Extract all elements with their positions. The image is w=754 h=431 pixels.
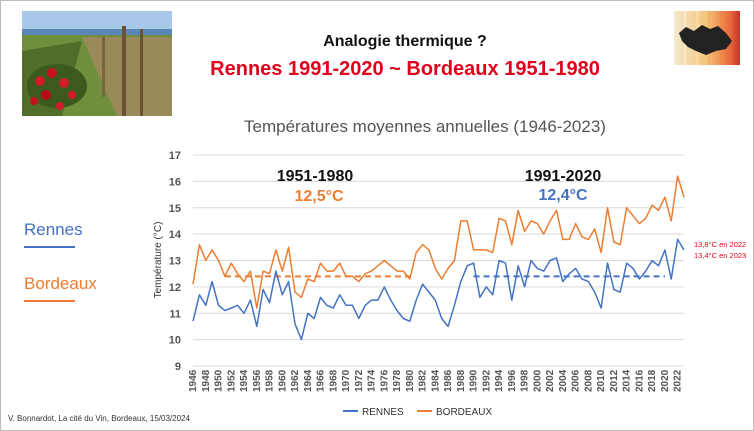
slide-title: Analogie thermique ? xyxy=(323,33,487,50)
chart-title: Températures moyennes annuelles (1946-20… xyxy=(244,117,606,136)
y-tick-label: 9 xyxy=(175,361,181,373)
x-tick-label: 1966 xyxy=(316,369,327,392)
x-tick-label: 2014 xyxy=(622,369,633,392)
y-tick-label: 11 xyxy=(169,308,181,320)
x-tick-label: 1986 xyxy=(443,369,454,392)
x-axis-ticks: 1946 1948 1950 1952 1954 1956 1958 1960 1962 1964… xyxy=(188,369,684,392)
series-line-bordeaux xyxy=(192,175,685,309)
x-tick-label: 2016 xyxy=(634,369,645,392)
x-tick-label: 2010 xyxy=(596,369,607,392)
period-1-value: 12,5°C xyxy=(294,188,344,205)
x-tick-label: 2008 xyxy=(583,369,594,392)
side-legend-rennes: Rennes xyxy=(24,220,83,239)
x-tick-label: 1994 xyxy=(494,369,505,392)
x-tick-label: 1972 xyxy=(354,369,365,392)
x-tick-label: 1952 xyxy=(226,369,237,392)
x-tick-label: 1998 xyxy=(520,369,531,392)
y-axis-ticks: 9 10 11 12 13 14 15 16 17 xyxy=(169,150,182,373)
y-tick-label: 13 xyxy=(169,256,181,268)
x-tick-label: 2000 xyxy=(532,369,543,392)
x-tick-label: 1996 xyxy=(507,369,518,392)
x-tick-label: 1980 xyxy=(405,369,416,392)
x-tick-label: 2018 xyxy=(647,369,658,392)
x-tick-label: 1990 xyxy=(469,369,480,392)
x-tick-label: 1968 xyxy=(328,369,339,392)
x-tick-label: 1978 xyxy=(392,369,403,392)
x-tick-label: 1954 xyxy=(239,369,250,392)
x-tick-label: 1950 xyxy=(214,369,225,392)
annotation-2023: 13,4°C en 2023 xyxy=(694,251,747,260)
x-tick-label: 1984 xyxy=(430,369,441,392)
y-tick-label: 12 xyxy=(169,282,181,294)
x-tick-label: 1992 xyxy=(481,369,492,392)
x-tick-label: 2002 xyxy=(545,369,556,392)
x-tick-label: 1964 xyxy=(303,369,314,392)
vineyard-photo xyxy=(22,11,172,116)
legend-bordeaux-label: BORDEAUX xyxy=(436,407,492,418)
x-tick-label: 1958 xyxy=(265,369,276,392)
x-tick-label: 1976 xyxy=(379,369,390,392)
side-legend-bordeaux-line xyxy=(24,300,75,302)
y-tick-label: 15 xyxy=(169,203,181,215)
period-2-label: 1991-2020 xyxy=(525,168,602,185)
x-tick-label: 1974 xyxy=(367,369,378,392)
legend-rennes-label: RENNES xyxy=(362,407,404,418)
y-tick-label: 17 xyxy=(169,150,181,162)
slide-subtitle: Rennes 1991-2020 ~ Bordeaux 1951-1980 xyxy=(210,58,600,80)
side-legend-rennes-line xyxy=(24,246,75,248)
x-tick-label: 2006 xyxy=(571,369,582,392)
y-tick-label: 16 xyxy=(169,176,181,188)
chart-legend: RENNES BORDEAUX xyxy=(343,407,492,418)
credit-text: V. Bonnardot, La cité du Vin, Bordeaux, … xyxy=(8,414,190,423)
x-tick-label: 1960 xyxy=(277,369,288,392)
chart-grid xyxy=(193,154,684,367)
period-1-label: 1951-1980 xyxy=(277,168,354,185)
x-tick-label: 1948 xyxy=(201,369,212,392)
x-tick-label: 1956 xyxy=(252,369,263,392)
side-legend-bordeaux: Bordeaux xyxy=(24,274,97,293)
period-2-value: 12,4°C xyxy=(538,187,588,204)
x-tick-label: 1970 xyxy=(341,369,352,392)
y-tick-label: 14 xyxy=(169,229,182,241)
y-axis-label: Température (°C) xyxy=(153,222,164,299)
series-line-rennes xyxy=(192,238,685,341)
series-lines xyxy=(192,175,685,341)
x-tick-label: 1946 xyxy=(188,369,199,392)
x-tick-label: 2004 xyxy=(558,369,569,392)
x-tick-label: 1962 xyxy=(290,369,301,392)
x-tick-label: 1982 xyxy=(418,369,429,392)
warming-stripes-map-icon xyxy=(674,11,740,65)
x-tick-label: 2012 xyxy=(609,369,620,392)
x-tick-label: 2022 xyxy=(673,369,684,392)
x-tick-label: 2020 xyxy=(660,369,671,392)
y-tick-label: 10 xyxy=(169,335,181,347)
annotation-2022: 13,8°C en 2022 xyxy=(694,240,747,249)
x-tick-label: 1988 xyxy=(456,369,467,392)
